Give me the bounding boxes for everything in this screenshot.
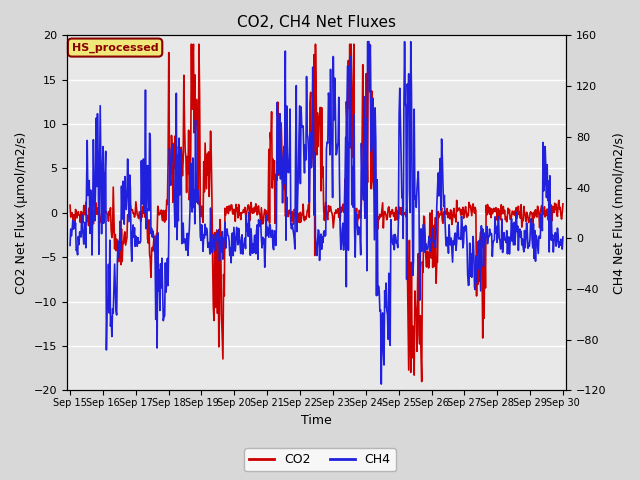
Text: HS_processed: HS_processed [72,42,158,53]
Title: CO2, CH4 Net Fluxes: CO2, CH4 Net Fluxes [237,15,396,30]
Y-axis label: CO2 Net Flux (μmol/m2/s): CO2 Net Flux (μmol/m2/s) [15,132,28,294]
Y-axis label: CH4 Net Flux (nmol/m2/s): CH4 Net Flux (nmol/m2/s) [612,132,625,294]
X-axis label: Time: Time [301,414,332,427]
Legend: CO2, CH4: CO2, CH4 [244,448,396,471]
